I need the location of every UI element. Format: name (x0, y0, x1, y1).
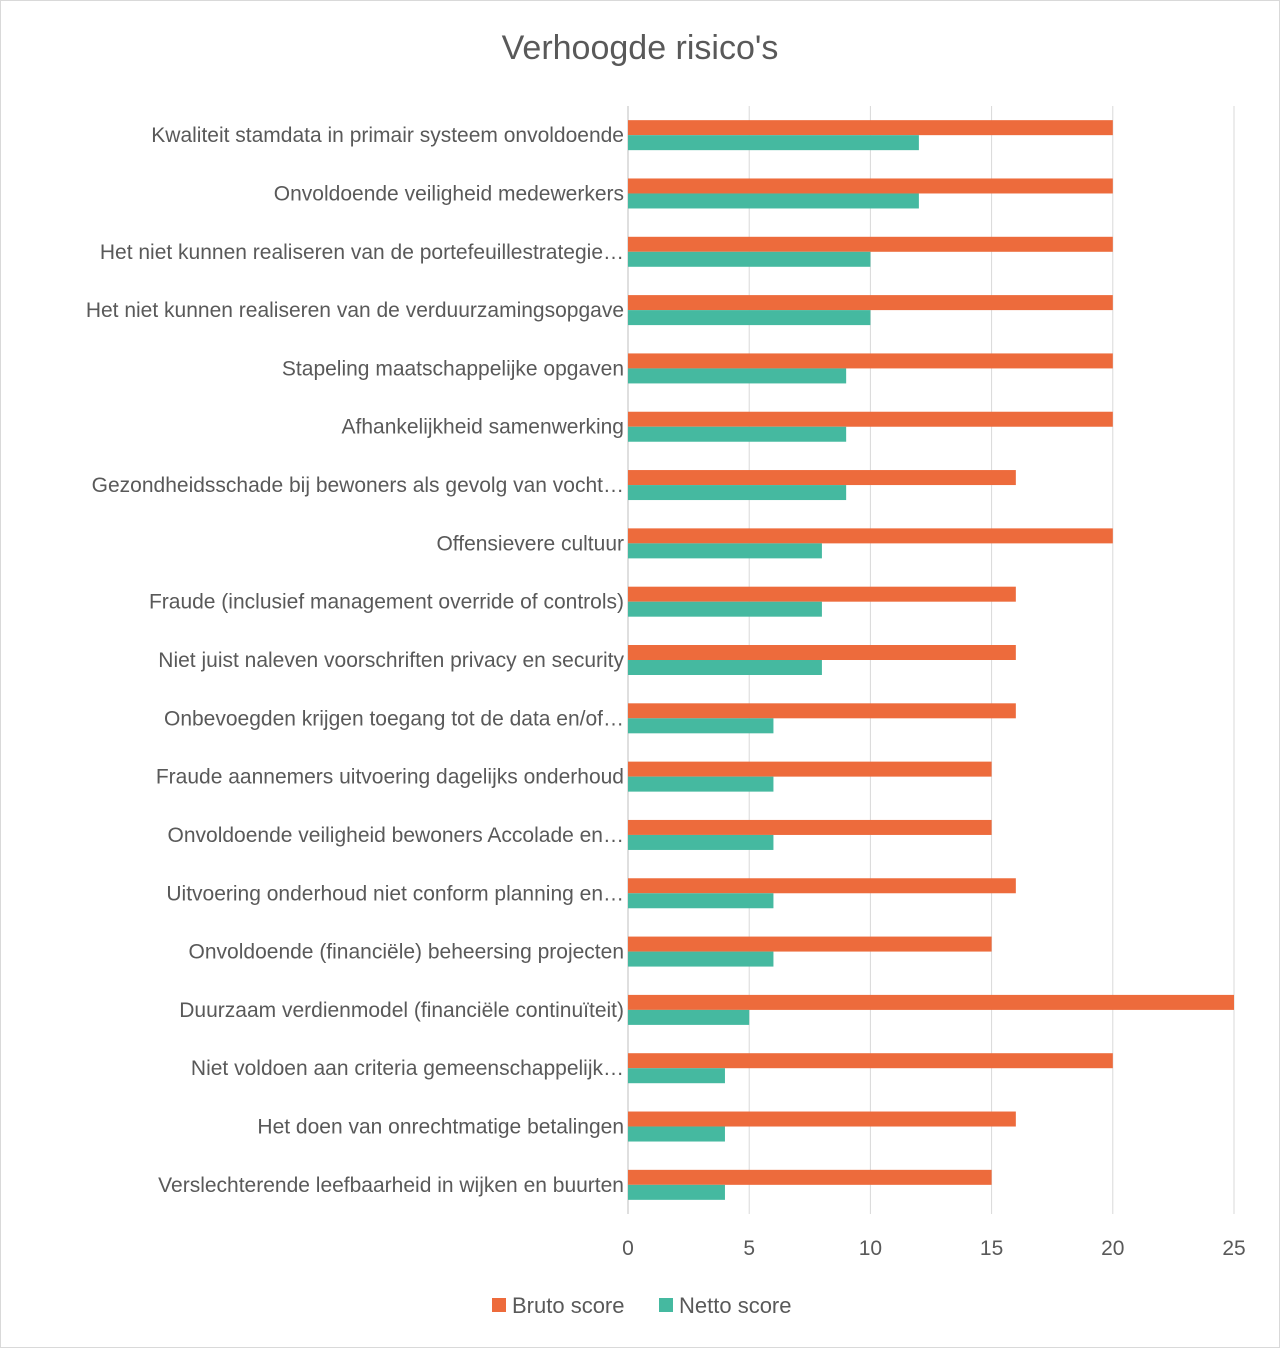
bar-netto-17 (628, 1068, 725, 1084)
category-label-16: Duurzaam verdienmodel (financiële contin… (179, 999, 624, 1022)
bar-netto-2 (628, 193, 919, 209)
category-label-3: Het niet kunnen realiseren van de portef… (100, 241, 624, 264)
legend-label-bruto: Bruto score (512, 1293, 625, 1318)
bar-bruto-4 (628, 295, 1113, 311)
bar-bruto-3 (628, 236, 1113, 252)
category-label-6: Afhankelijkheid samenwerking (342, 416, 625, 439)
category-label-9: Fraude (inclusief management override of… (149, 591, 624, 614)
category-label-4: Het niet kunnen realiseren van de verduu… (86, 299, 624, 322)
bar-netto-5 (628, 368, 847, 384)
bar-bruto-19 (628, 1169, 992, 1185)
bar-bruto-11 (628, 703, 1016, 719)
category-label-13: Onvoldoende veiligheid bewoners Accolade… (168, 824, 624, 847)
x-tick-label-10: 10 (859, 1237, 882, 1260)
bar-netto-18 (628, 1126, 725, 1142)
bar-bruto-16 (628, 994, 1234, 1010)
bars (628, 120, 1234, 1200)
bar-netto-19 (628, 1184, 725, 1200)
legend-swatch-netto (659, 1298, 673, 1312)
bar-bruto-13 (628, 819, 992, 835)
bar-bruto-17 (628, 1053, 1113, 1069)
x-tick-label-5: 5 (743, 1237, 755, 1260)
x-tick-label-0: 0 (622, 1237, 634, 1260)
bar-netto-8 (628, 543, 822, 559)
bar-bruto-15 (628, 936, 992, 952)
bar-bruto-7 (628, 470, 1016, 486)
category-label-19: Verslechterende leefbaarheid in wijken e… (158, 1174, 624, 1197)
category-label-14: Uitvoering onderhoud niet conform planni… (166, 882, 624, 905)
legend-label-netto: Netto score (679, 1293, 792, 1318)
bar-netto-13 (628, 834, 774, 850)
bar-netto-14 (628, 893, 774, 909)
bar-netto-16 (628, 1009, 750, 1025)
gridlines (627, 106, 1235, 1214)
category-label-7: Gezondheidsschade bij bewoners als gevol… (92, 474, 624, 497)
bar-bruto-12 (628, 761, 992, 777)
bar-netto-3 (628, 251, 871, 267)
bar-netto-15 (628, 951, 774, 967)
category-label-2: Onvoldoende veiligheid medewerkers (274, 182, 624, 205)
category-label-8: Offensievere cultuur (436, 532, 624, 555)
bar-bruto-1 (628, 120, 1113, 136)
category-labels: Kwaliteit stamdata in primair systeem on… (86, 124, 625, 1197)
bar-bruto-2 (628, 178, 1113, 194)
x-tick-label-15: 15 (980, 1237, 1003, 1260)
bar-bruto-5 (628, 353, 1113, 369)
bar-bruto-18 (628, 1111, 1016, 1127)
category-label-10: Niet juist naleven voorschriften privacy… (158, 649, 624, 672)
bar-netto-10 (628, 660, 822, 675)
bar-bruto-9 (628, 586, 1016, 602)
x-axis-tick-labels: 0 5 10 15 20 25 (622, 1237, 1246, 1260)
category-label-17: Niet voldoen aan criteria gemeenschappel… (191, 1057, 624, 1080)
category-label-15: Onvoldoende (financiële) beheersing proj… (189, 941, 624, 964)
category-label-12: Fraude aannemers uitvoering dagelijks on… (156, 766, 624, 789)
legend: Bruto score Netto score (492, 1293, 792, 1318)
category-label-11: Onbevoegden krijgen toegang tot de data … (164, 707, 624, 730)
category-label-5: Stapeling maatschappelijke opgaven (282, 357, 624, 380)
bar-netto-6 (628, 426, 847, 442)
bar-bruto-10 (628, 645, 1016, 660)
x-tick-label-20: 20 (1101, 1237, 1124, 1260)
bar-bruto-6 (628, 411, 1113, 427)
bar-netto-12 (628, 776, 774, 792)
bar-bruto-8 (628, 528, 1113, 544)
bar-netto-11 (628, 718, 774, 734)
legend-swatch-bruto (492, 1298, 506, 1312)
chart-title: Verhoogde risico's (502, 29, 779, 67)
category-label-1: Kwaliteit stamdata in primair systeem on… (151, 124, 624, 147)
category-label-18: Het doen van onrechtmatige betalingen (257, 1116, 624, 1139)
bar-netto-1 (628, 135, 919, 151)
bar-bruto-14 (628, 878, 1016, 894)
bar-netto-4 (628, 310, 871, 326)
bar-netto-7 (628, 485, 847, 501)
bar-netto-9 (628, 601, 822, 617)
x-tick-label-25: 25 (1222, 1237, 1245, 1260)
